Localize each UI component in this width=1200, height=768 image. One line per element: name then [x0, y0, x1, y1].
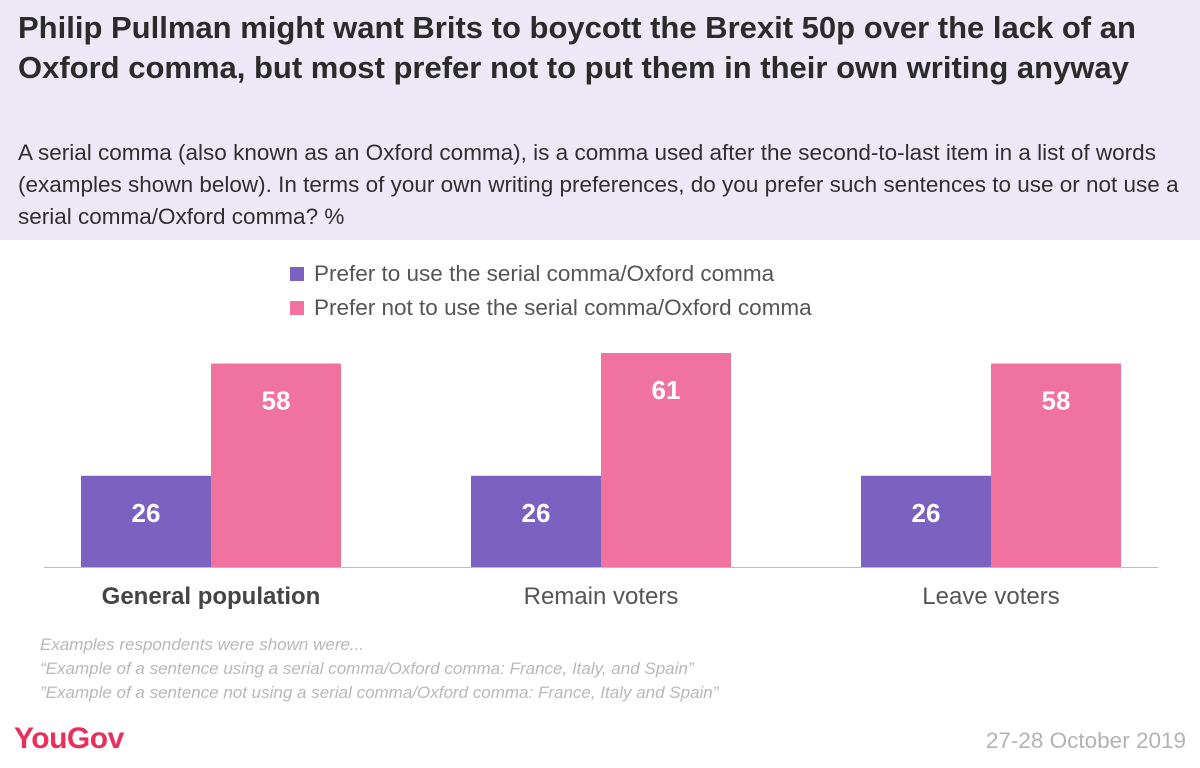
bar-general-population-not-use [211, 363, 341, 567]
legend-item-not-use: Prefer not to use the serial comma/Oxfor… [290, 291, 812, 325]
legend: Prefer to use the serial comma/Oxford co… [290, 257, 812, 325]
bar-remain-voters-not-use [601, 353, 731, 567]
category-label-remain-voters: Remain voters [523, 583, 679, 610]
bar-general-population-use [81, 475, 211, 567]
header-band: Philip Pullman might want Brits to boyco… [0, 0, 1200, 240]
chart-title: Philip Pullman might want Brits to boyco… [18, 10, 1136, 85]
fieldwork-date: 27-28 October 2019 [985, 728, 1186, 753]
data-label-general-population-not-use: 58 [262, 386, 291, 416]
data-label-leave-voters-use: 26 [912, 498, 941, 528]
legend-item-use: Prefer to use the serial comma/Oxford co… [290, 257, 812, 291]
footnote-example-without-comma: ”Example of a sentence not using a seria… [40, 683, 719, 702]
bar-leave-voters-use [861, 475, 991, 567]
data-label-remain-voters-not-use: 61 [652, 375, 681, 405]
data-label-general-population-use: 26 [132, 498, 161, 528]
data-label-leave-voters-not-use: 58 [1042, 386, 1071, 416]
yougov-logo: YouGov [14, 722, 124, 755]
bar-chart: 26 58 26 61 26 58 [44, 353, 1158, 568]
footnotes: Examples respondents were shown were... … [40, 633, 718, 705]
legend-label-use: Prefer to use the serial comma/Oxford co… [314, 261, 775, 286]
footnote-example-with-comma: “Example of a sentence using a serial co… [40, 659, 694, 678]
bar-leave-voters-not-use [991, 363, 1121, 567]
footnote-intro: Examples respondents were shown were... [40, 635, 365, 654]
bar-remain-voters-use [471, 475, 601, 567]
category-label-general-population: General population [101, 583, 321, 610]
legend-swatch-not-use [290, 301, 304, 315]
data-label-remain-voters-use: 26 [522, 498, 551, 528]
legend-swatch-use [290, 267, 304, 281]
category-label-leave-voters: Leave voters [922, 583, 1060, 610]
chart-subtitle: A serial comma (also known as an Oxford … [18, 140, 1179, 229]
legend-label-not-use: Prefer not to use the serial comma/Oxfor… [314, 295, 812, 320]
